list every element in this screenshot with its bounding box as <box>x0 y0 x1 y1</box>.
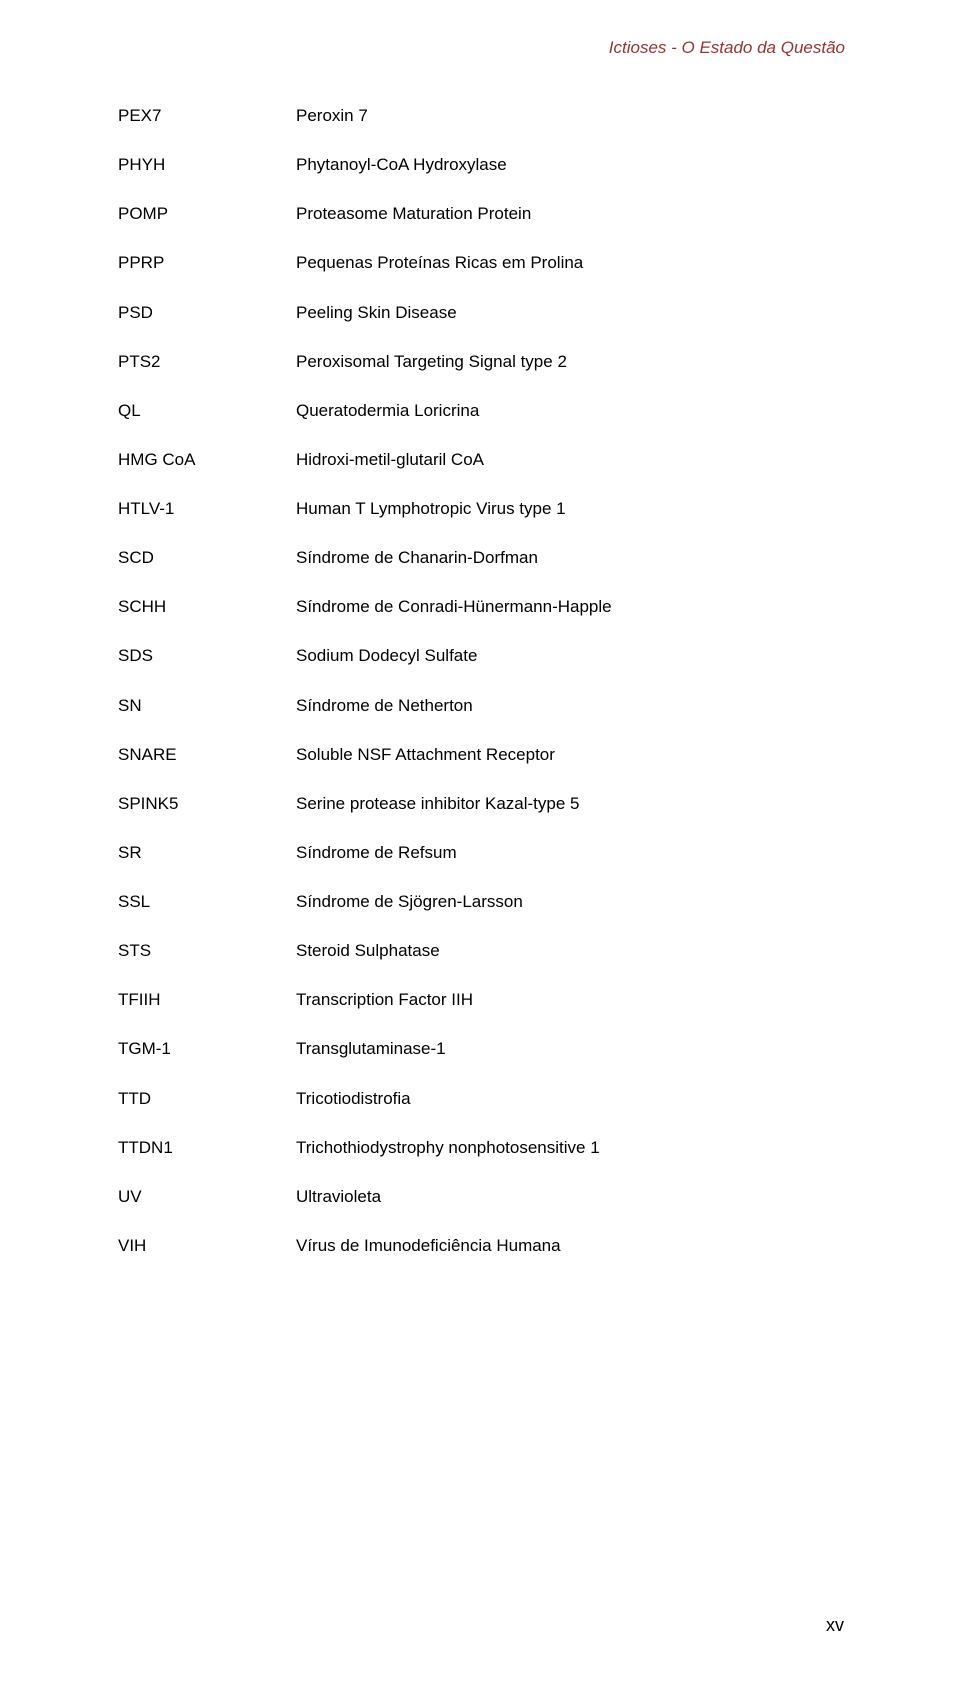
abbr-definition: Síndrome de Netherton <box>296 695 845 718</box>
abbr-definition: Sodium Dodecyl Sulfate <box>296 645 845 668</box>
list-item: HMG CoAHidroxi-metil-glutaril CoA <box>118 449 845 472</box>
abbr-definition: Hidroxi-metil-glutaril CoA <box>296 449 845 472</box>
list-item: SRSíndrome de Refsum <box>118 842 845 865</box>
abbr-term: PPRP <box>118 252 296 275</box>
abbr-term: HMG CoA <box>118 449 296 472</box>
list-item: UVUltravioleta <box>118 1186 845 1209</box>
abbr-definition: Vírus de Imunodeficiência Humana <box>296 1235 845 1258</box>
abbr-definition: Trichothiodystrophy nonphotosensitive 1 <box>296 1137 845 1160</box>
abbr-definition: Phytanoyl-CoA Hydroxylase <box>296 154 845 177</box>
page-header-title: Ictioses - O Estado da Questão <box>609 38 845 58</box>
abbr-term: QL <box>118 400 296 423</box>
page-number: xv <box>826 1615 844 1636</box>
abbr-term: SCHH <box>118 596 296 619</box>
abbr-term: TTDN1 <box>118 1137 296 1160</box>
abbr-definition: Pequenas Proteínas Ricas em Prolina <box>296 252 845 275</box>
abbr-definition: Peroxisomal Targeting Signal type 2 <box>296 351 845 374</box>
list-item: SDSSodium Dodecyl Sulfate <box>118 645 845 668</box>
abbr-definition: Steroid Sulphatase <box>296 940 845 963</box>
list-item: SNSíndrome de Netherton <box>118 695 845 718</box>
abbr-term: PSD <box>118 302 296 325</box>
list-item: QLQueratodermia Loricrina <box>118 400 845 423</box>
list-item: POMPProteasome Maturation Protein <box>118 203 845 226</box>
abbr-definition: Transcription Factor IIH <box>296 989 845 1012</box>
abbr-term: PTS2 <box>118 351 296 374</box>
abbr-definition: Peeling Skin Disease <box>296 302 845 325</box>
abbr-definition: Transglutaminase-1 <box>296 1038 845 1061</box>
list-item: SCHHSíndrome de Conradi-Hünermann-Happle <box>118 596 845 619</box>
abbr-term: SCD <box>118 547 296 570</box>
list-item: SPINK5Serine protease inhibitor Kazal-ty… <box>118 793 845 816</box>
abbr-term: VIH <box>118 1235 296 1258</box>
abbr-term: PHYH <box>118 154 296 177</box>
abbr-definition: Serine protease inhibitor Kazal-type 5 <box>296 793 845 816</box>
list-item: TFIIHTranscription Factor IIH <box>118 989 845 1012</box>
abbr-term: SN <box>118 695 296 718</box>
abbr-term: STS <box>118 940 296 963</box>
abbr-definition: Síndrome de Sjögren-Larsson <box>296 891 845 914</box>
abbr-definition: Queratodermia Loricrina <box>296 400 845 423</box>
list-item: VIHVírus de Imunodeficiência Humana <box>118 1235 845 1258</box>
abbr-term: SDS <box>118 645 296 668</box>
list-item: SCDSíndrome de Chanarin-Dorfman <box>118 547 845 570</box>
abbr-term: SPINK5 <box>118 793 296 816</box>
abbr-term: TFIIH <box>118 989 296 1012</box>
abbr-definition: Proteasome Maturation Protein <box>296 203 845 226</box>
abbr-term: UV <box>118 1186 296 1209</box>
abbreviation-list: PEX7Peroxin 7 PHYHPhytanoyl-CoA Hydroxyla… <box>118 105 845 1284</box>
abbr-term: TTD <box>118 1088 296 1111</box>
abbr-term: TGM-1 <box>118 1038 296 1061</box>
abbr-term: SR <box>118 842 296 865</box>
abbr-definition: Síndrome de Chanarin-Dorfman <box>296 547 845 570</box>
abbr-definition: Human T Lymphotropic Virus type 1 <box>296 498 845 521</box>
list-item: TTDN1Trichothiodystrophy nonphotosensiti… <box>118 1137 845 1160</box>
abbr-definition: Peroxin 7 <box>296 105 845 128</box>
list-item: TTDTricotiodistrofia <box>118 1088 845 1111</box>
list-item: PEX7Peroxin 7 <box>118 105 845 128</box>
abbr-term: HTLV-1 <box>118 498 296 521</box>
page: Ictioses - O Estado da Questão PEX7Perox… <box>0 0 960 1692</box>
abbr-definition: Síndrome de Refsum <box>296 842 845 865</box>
list-item: SNARESoluble NSF Attachment Receptor <box>118 744 845 767</box>
abbr-definition: Síndrome de Conradi-Hünermann-Happle <box>296 596 845 619</box>
list-item: PHYHPhytanoyl-CoA Hydroxylase <box>118 154 845 177</box>
list-item: SSLSíndrome de Sjögren-Larsson <box>118 891 845 914</box>
abbr-term: PEX7 <box>118 105 296 128</box>
list-item: PPRPPequenas Proteínas Ricas em Prolina <box>118 252 845 275</box>
list-item: TGM-1Transglutaminase-1 <box>118 1038 845 1061</box>
abbr-definition: Soluble NSF Attachment Receptor <box>296 744 845 767</box>
abbr-term: SNARE <box>118 744 296 767</box>
abbr-term: SSL <box>118 891 296 914</box>
list-item: PSDPeeling Skin Disease <box>118 302 845 325</box>
list-item: PTS2Peroxisomal Targeting Signal type 2 <box>118 351 845 374</box>
list-item: STSSteroid Sulphatase <box>118 940 845 963</box>
abbr-term: POMP <box>118 203 296 226</box>
abbr-definition: Ultravioleta <box>296 1186 845 1209</box>
list-item: HTLV-1Human T Lymphotropic Virus type 1 <box>118 498 845 521</box>
abbr-definition: Tricotiodistrofia <box>296 1088 845 1111</box>
